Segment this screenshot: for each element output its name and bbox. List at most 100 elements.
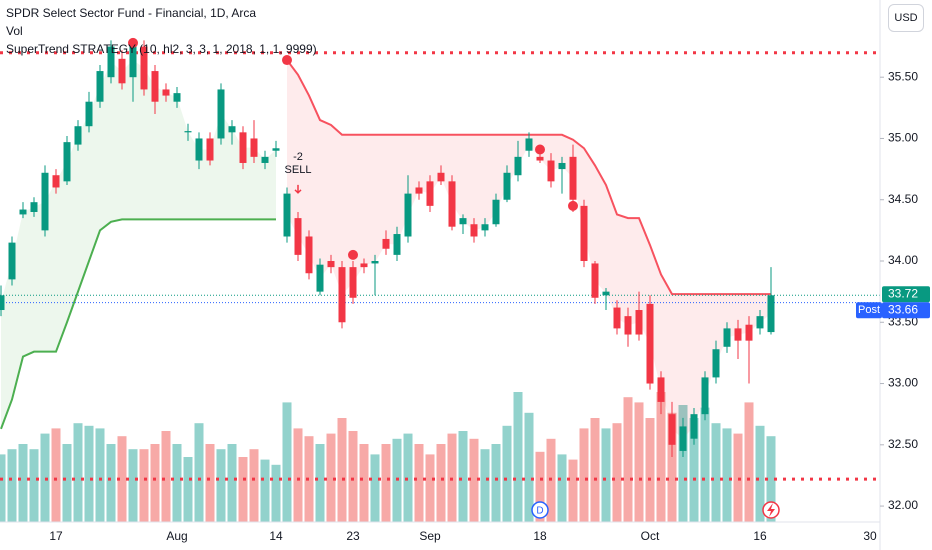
volume-bar (304, 436, 314, 522)
volume-bar (139, 449, 149, 522)
last-price-label: 33.72 (888, 286, 918, 300)
volume-bar (535, 451, 545, 522)
candle-body (283, 193, 291, 237)
candle-body (162, 89, 170, 96)
volume-bar (95, 428, 105, 522)
dividend-icon[interactable] (762, 501, 780, 519)
volume-bar (238, 457, 248, 522)
volume-bar (612, 423, 622, 522)
volume-bar (117, 436, 127, 522)
volume-bar (557, 454, 567, 522)
volume-bar (326, 433, 336, 522)
candle-body (723, 328, 731, 347)
volume-bar (689, 418, 699, 522)
candle-body (756, 316, 764, 329)
candle-body (602, 291, 610, 296)
x-tick-label: Aug (166, 529, 187, 543)
volume-bar (425, 454, 435, 522)
volume-bar (128, 449, 138, 522)
candle-body (327, 261, 335, 268)
volume-bar (51, 428, 61, 522)
y-tick-label: 34.00 (888, 253, 918, 267)
candle-body (547, 160, 555, 182)
candle-body (30, 202, 38, 212)
annotation-text: SELL (285, 164, 312, 176)
volume-bar (73, 423, 83, 522)
candle-body (690, 414, 698, 439)
candle-body (96, 71, 104, 102)
volume-bar (436, 444, 446, 522)
annotation-text: -2 (293, 151, 303, 163)
volume-bar (62, 444, 72, 522)
candle-body (8, 242, 16, 280)
candle-body (85, 101, 93, 127)
candle-body (272, 148, 280, 151)
volume-bar (645, 418, 655, 522)
candle-body (0, 295, 5, 311)
last-price-tag (882, 286, 930, 303)
volume-bar (722, 428, 732, 522)
volume-bar (227, 444, 237, 522)
candle-body (239, 132, 247, 163)
trend-fill (1, 60, 276, 429)
candle-body (525, 138, 533, 151)
volume-bar (414, 444, 424, 522)
volume-bar (18, 444, 28, 522)
candle-body (470, 224, 478, 237)
volume-bar (480, 449, 490, 522)
candle-body (668, 414, 676, 445)
candle-body (118, 58, 126, 84)
candle-body (734, 328, 742, 341)
volume-bar (271, 464, 281, 522)
candle-body (426, 181, 434, 206)
volume-bar (568, 459, 578, 522)
volume-bar (634, 402, 644, 522)
candle-body (492, 199, 500, 225)
volume-bar (755, 425, 765, 522)
post-price-tag (882, 302, 930, 319)
volume-bar (293, 428, 303, 522)
volume-label: Vol (6, 24, 23, 38)
currency-button[interactable]: USD (888, 4, 924, 32)
y-tick-label: 34.50 (888, 192, 918, 206)
volume-bar (194, 423, 204, 522)
candle-body (250, 138, 258, 157)
x-tick-label: 14 (269, 529, 283, 543)
candle-body (151, 71, 159, 102)
volume-bar (29, 449, 39, 522)
post-name: Post (858, 304, 880, 316)
candle-body (371, 261, 379, 264)
x-tick-label: 23 (346, 529, 360, 543)
volume-bar (579, 428, 589, 522)
candle-body (613, 307, 621, 329)
volume-bar (590, 418, 600, 522)
y-tick-label: 35.50 (888, 69, 918, 83)
signal-marker (348, 249, 358, 260)
volume-bar (766, 436, 776, 522)
d-icon[interactable]: D (531, 501, 549, 519)
y-tick-label: 32.50 (888, 437, 918, 451)
x-tick-label: 16 (753, 529, 767, 543)
candle-body (569, 156, 577, 200)
candle-body (19, 209, 27, 215)
volume-bar (370, 454, 380, 522)
candle-body (129, 42, 137, 78)
candle-body (679, 426, 687, 451)
volume-bar (150, 444, 160, 522)
candle-body (41, 172, 49, 231)
candle-body (448, 181, 456, 227)
volume-bar (7, 449, 17, 522)
volume-bar (711, 423, 721, 522)
candle-body (657, 377, 665, 402)
indicator-label: SuperTrend STRATEGY (10, hl2, 3, 3, 1, 2… (6, 42, 317, 56)
signal-marker (568, 200, 578, 211)
volume-bar (601, 428, 611, 522)
volume-bar (656, 392, 666, 522)
volume-bar (84, 425, 94, 522)
candle-body (415, 187, 423, 194)
volume-bar (667, 412, 677, 522)
volume-bar (359, 444, 369, 522)
candle-body (767, 295, 775, 333)
candle-body (382, 238, 390, 249)
